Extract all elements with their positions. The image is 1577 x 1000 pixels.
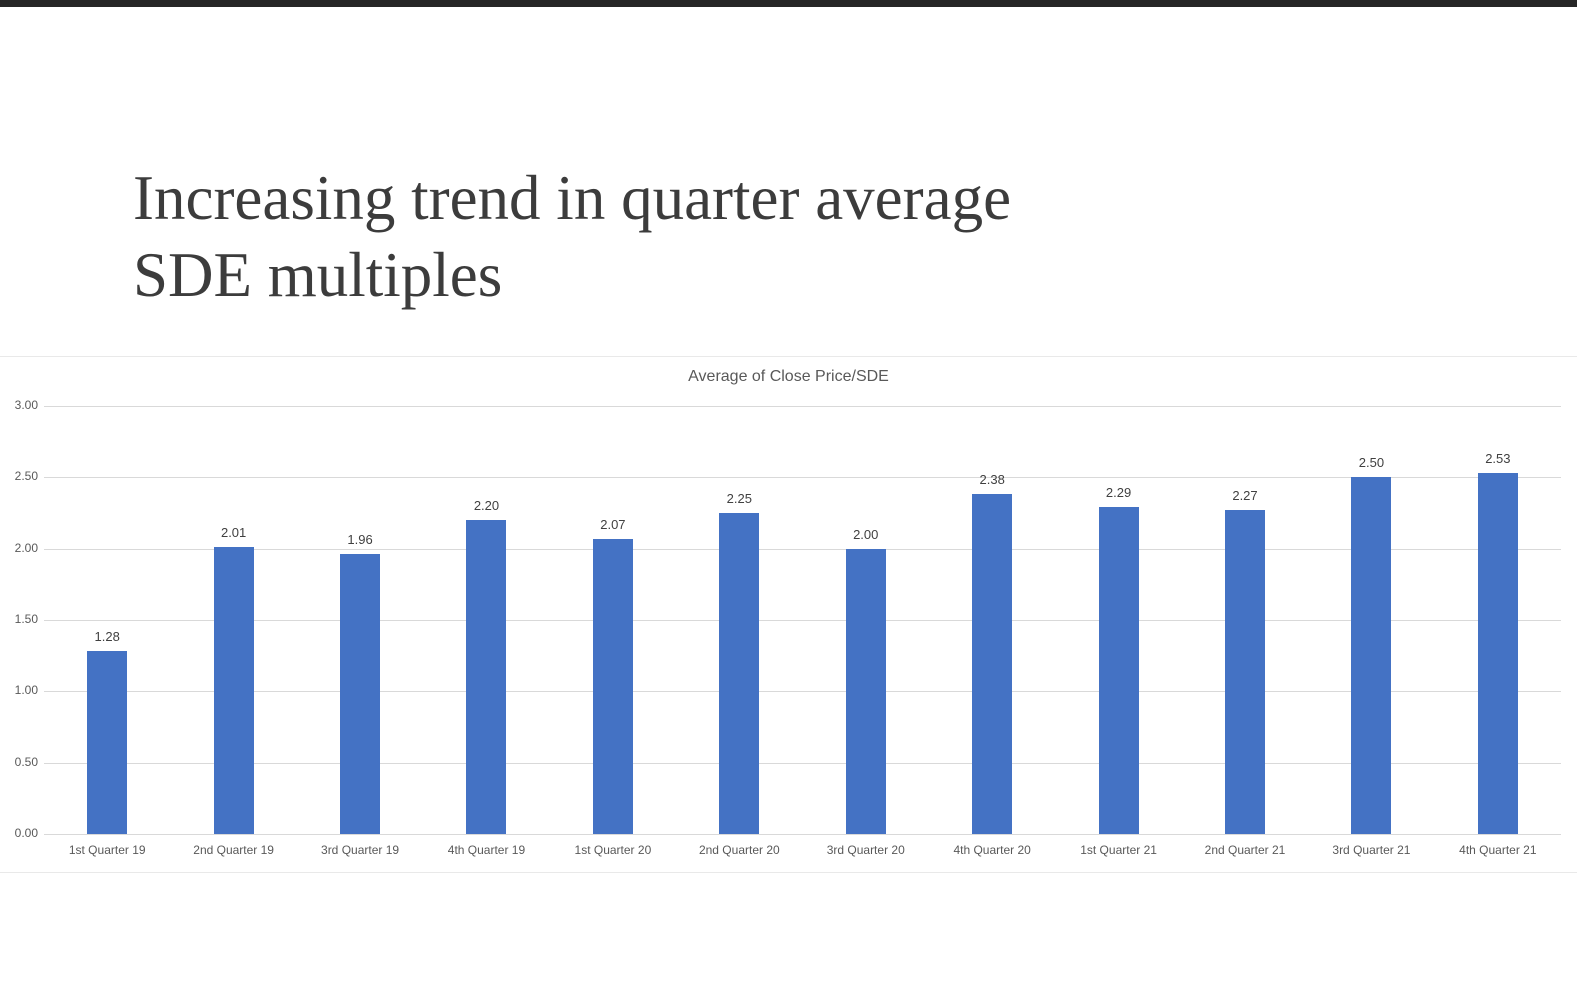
plot-area: 3.00 2.50 2.00 1.50 1.00 0.50 0.00 1.28 1st Qua… <box>15 398 1561 857</box>
x-axis-label: 1st Quarter 19 <box>68 843 146 857</box>
y-axis-label: 0.50 <box>14 755 38 769</box>
gridline <box>44 691 1561 692</box>
category-column: 2.27 2nd Quarter 21 <box>1182 406 1308 857</box>
slide-title-line-1: Increasing trend in quarter average <box>133 163 1012 233</box>
bar-series: 1.28 1st Quarter 19 2.01 2nd Quarter 19 1.96… <box>44 406 1561 857</box>
gridline <box>44 406 1561 407</box>
y-axis-label: 3.00 <box>14 398 38 412</box>
gridline <box>44 620 1561 621</box>
bar <box>592 539 633 834</box>
bar-value-label: 2.25 <box>726 491 752 506</box>
x-axis-label: 1st Quarter 20 <box>574 843 652 857</box>
bar <box>1351 477 1392 834</box>
x-axis-label: 3rd Quarter 20 <box>826 843 905 857</box>
category-column: 1.96 3rd Quarter 19 <box>297 406 423 857</box>
x-axis-label: 1st Quarter 21 <box>1080 843 1157 857</box>
bar-value-label: 2.07 <box>600 517 626 532</box>
x-axis-label: 4th Quarter 20 <box>953 843 1031 857</box>
bar-value-label: 2.29 <box>1105 485 1132 500</box>
slide-title: Increasing trend in quarter average SDE … <box>133 160 1393 315</box>
bar <box>87 651 128 834</box>
bar <box>719 513 760 834</box>
x-axis-label: 3rd Quarter 21 <box>1332 843 1411 857</box>
gridline <box>44 549 1561 550</box>
y-axis-label: 2.50 <box>14 469 38 483</box>
y-axis-label: 1.50 <box>14 612 38 626</box>
bar <box>1477 473 1518 834</box>
category-column: 2.25 2nd Quarter 20 <box>676 406 802 857</box>
category-column: 2.07 1st Quarter 20 <box>550 406 676 857</box>
y-axis-label: 0.00 <box>14 826 38 840</box>
bar <box>972 494 1013 834</box>
x-axis-label: 2nd Quarter 21 <box>1204 843 1286 857</box>
bar-value-label: 2.53 <box>1485 451 1511 466</box>
gridline <box>44 834 1561 835</box>
slide-title-line-2: SDE multiples <box>133 240 503 311</box>
bar-value-label: 1.28 <box>94 629 120 644</box>
category-column: 2.50 3rd Quarter 21 <box>1308 406 1434 857</box>
category-column: 2.00 3rd Quarter 20 <box>803 406 929 857</box>
bar <box>845 549 886 834</box>
x-axis-label: 4th Quarter 21 <box>1459 843 1537 857</box>
x-axis-label: 2nd Quarter 19 <box>193 843 274 857</box>
bar-value-label: 2.00 <box>853 527 879 542</box>
bar <box>466 520 507 834</box>
y-axis-label: 1.00 <box>14 683 38 697</box>
category-column: 2.38 4th Quarter 20 <box>929 406 1055 857</box>
bar-value-label: 2.38 <box>979 472 1005 487</box>
top-accent-bar <box>0 0 1577 7</box>
bar-value-label: 2.50 <box>1358 455 1385 470</box>
x-axis-label: 4th Quarter 19 <box>447 843 526 857</box>
x-axis-label: 2nd Quarter 20 <box>698 843 780 857</box>
gridline <box>44 477 1561 478</box>
category-column: 2.20 4th Quarter 19 <box>423 406 549 857</box>
bar <box>340 554 381 834</box>
category-column: 2.29 1st Quarter 21 <box>1055 406 1181 857</box>
bar-value-label: 2.20 <box>473 498 500 513</box>
y-axis-label: 2.00 <box>14 541 38 555</box>
gridline <box>44 763 1561 764</box>
chart-title: Average of Close Price/SDE <box>688 368 889 385</box>
bar-chart: Average of Close Price/SDE 3.00 2.50 2.00 1… <box>0 356 1577 873</box>
x-axis-label: 3rd Quarter 19 <box>321 843 400 857</box>
category-column: 2.01 2nd Quarter 19 <box>170 406 296 857</box>
bar <box>213 547 254 834</box>
category-column: 2.53 4th Quarter 21 <box>1435 406 1561 857</box>
bar-value-label: 1.96 <box>347 532 373 547</box>
category-column: 1.28 1st Quarter 19 <box>44 406 170 857</box>
bar <box>1225 510 1265 834</box>
bar-value-label: 2.01 <box>220 525 247 540</box>
bar-value-label: 2.27 <box>1232 488 1258 503</box>
bar <box>1098 507 1139 834</box>
